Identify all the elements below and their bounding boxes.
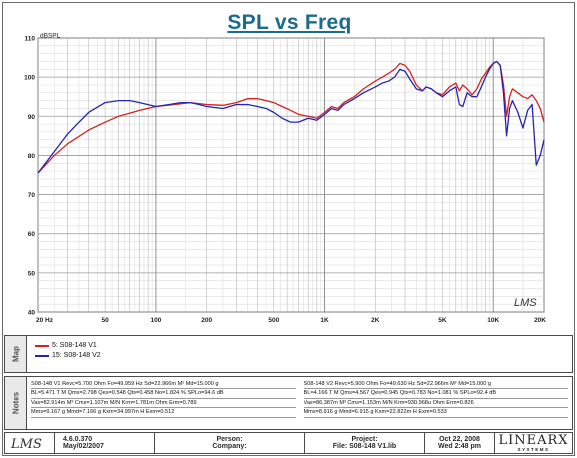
- footer-date-cell: Oct 22, 2008 Wed 2:48 pm: [425, 433, 495, 453]
- series-line-2: [37, 60, 545, 174]
- spl-chart-svg: 40 50 60 70 80 90 100 110 20 Hz 50 100 200 500 1K 2K 5…: [24, 33, 546, 325]
- y-tick-label: 40: [28, 310, 36, 317]
- series-group: [37, 60, 545, 174]
- version-text: 4.6.0.370: [63, 436, 93, 443]
- x-tick-label: 2K: [371, 317, 380, 324]
- notes-tab-label: Notes: [11, 391, 20, 415]
- map-panel: Map 5: S08-148 V1 15: S08-148 V2: [4, 335, 573, 373]
- note-line: Vas=82.914m M³ Cms=1.107m M/N Krm=1.781m…: [31, 399, 296, 409]
- footer-project-cell: Project: File: S08-148 V1.lib: [305, 433, 425, 453]
- linearx-logo: LINEARX: [498, 432, 569, 448]
- legend-label-v1: 5: S08-148 V1: [52, 342, 97, 349]
- lms-logo: LMS: [11, 436, 42, 452]
- legend-item-v1[interactable]: 5: S08-148 V1: [35, 342, 97, 349]
- grid-minor: [38, 38, 544, 312]
- notes-right-column: S08-148 V2 Revc=5.900 Ohm Fo=49.630 Hz S…: [303, 380, 568, 427]
- note-line: BL=5.471 T M Qms=2.798 Qes=0.548 Qts=0.4…: [31, 389, 296, 399]
- notes-panel: Notes S08-148 V1 Revc=5.700 Ohm Fo=49.95…: [4, 376, 573, 430]
- file-label: File: S08-148 V1.lib: [332, 443, 397, 450]
- note-line: Mms=9.167 g Mmd=7.166 g Kxm=34.997m H Ex…: [31, 408, 296, 418]
- x-tick-label: 50: [102, 317, 110, 324]
- spl-chart: 40 50 60 70 80 90 100 110 20 Hz 50 100 200 500 1K 2K 5…: [6, 32, 568, 330]
- notes-grid: S08-148 V1 Revc=5.700 Ohm Fo=49.959 Hz S…: [31, 380, 568, 427]
- x-tick-label: 500: [268, 317, 279, 324]
- chart-title: SPL vs Freq: [227, 11, 352, 34]
- x-tick-label: 20 Hz: [36, 317, 54, 324]
- map-tab[interactable]: Map: [5, 336, 27, 372]
- plot-area: [37, 37, 545, 313]
- footer-version-cell: 4.6.0.370 May/02/2007: [55, 433, 155, 453]
- notes-tab[interactable]: Notes: [5, 377, 27, 429]
- map-tab-label: Map: [11, 346, 20, 362]
- grid-major: [37, 37, 545, 313]
- y-axis-label: dBSPL: [40, 33, 61, 40]
- linearx-subtitle: SYSTEMS: [517, 446, 550, 452]
- y-tick-label: 70: [28, 192, 36, 199]
- y-tick-label: 60: [28, 231, 36, 238]
- legend-swatch-red: [35, 344, 49, 347]
- note-line: BL=4.166 T M Qms=4.567 Qes=0.945 Qts=0.7…: [303, 389, 568, 399]
- notes-left-column: S08-148 V1 Revc=5.700 Ohm Fo=49.959 Hz S…: [31, 380, 296, 427]
- note-line: Vas=86.387m M³ Cms=1.153m M/N Krm=930.96…: [303, 399, 568, 409]
- person-label: Person:: [216, 436, 243, 443]
- footer-logo-cell: LMS: [5, 433, 55, 453]
- footer-bar: LMS 4.6.0.370 May/02/2007 Person: Compan…: [4, 432, 573, 454]
- legend-item-v2[interactable]: 15: S08-148 V2: [35, 352, 101, 359]
- y-tick-label: 100: [24, 75, 35, 82]
- footer-person-cell: Person: Company:: [155, 433, 305, 453]
- x-tick-label: 100: [150, 317, 161, 324]
- date-text: Oct 22, 2008: [439, 436, 480, 443]
- note-line: S08-148 V2 Revc=5.900 Ohm Fo=49.630 Hz S…: [303, 380, 568, 390]
- company-label: Company:: [212, 443, 247, 450]
- y-tick-label: 90: [28, 114, 36, 121]
- x-tick-labels: 20 Hz 50 100 200 500 1K 2K 5K 10K 20K: [36, 317, 546, 324]
- y-tick-labels: 40 50 60 70 80 90 100 110: [24, 36, 35, 317]
- project-label: Project:: [351, 436, 378, 443]
- x-tick-label: 1K: [320, 317, 329, 324]
- x-tick-label: 5K: [438, 317, 447, 324]
- x-tick-label: 200: [201, 317, 212, 324]
- y-tick-label: 80: [28, 153, 36, 160]
- x-tick-label: 20K: [534, 317, 546, 324]
- time-text: Wed 2:48 pm: [437, 443, 482, 450]
- legend-swatch-blue: [35, 354, 49, 357]
- x-tick-label: 10K: [487, 317, 499, 324]
- legend-label-v2: 15: S08-148 V2: [52, 352, 101, 359]
- y-tick-label: 110: [25, 36, 36, 43]
- lms-watermark: LMS: [514, 297, 537, 309]
- footer-brand-cell: LINEARX SYSTEMS: [495, 433, 572, 453]
- note-line: Mms=8.916 g Mmd=6.915 g Kxm=22.822m H Ex…: [303, 408, 568, 418]
- build-date-text: May/02/2007: [63, 443, 104, 450]
- y-tick-label: 50: [28, 270, 36, 277]
- note-line: S08-148 V1 Revc=5.700 Ohm Fo=49.959 Hz S…: [31, 380, 296, 390]
